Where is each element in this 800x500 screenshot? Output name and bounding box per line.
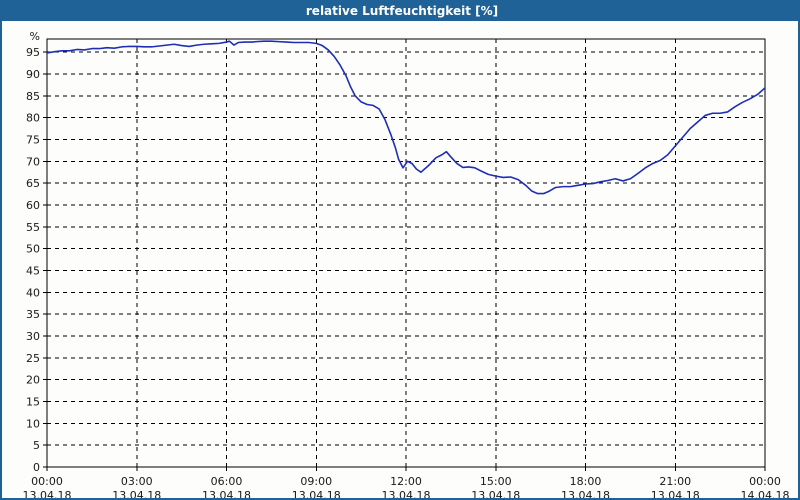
x-tick-label-time: 03:00 — [121, 475, 153, 488]
x-tick-label-time: 09:00 — [300, 475, 332, 488]
y-tick-label: 25 — [26, 352, 40, 365]
y-tick-label: 80 — [26, 112, 40, 125]
y-tick-label: 55 — [26, 221, 40, 234]
y-tick-label: 65 — [26, 177, 40, 190]
y-tick-label: 20 — [26, 374, 40, 387]
y-tick-label: 10 — [26, 417, 40, 430]
x-tick-label-time: 21:00 — [659, 475, 691, 488]
y-tick-label: 5 — [33, 439, 40, 452]
x-tick-label-date: 13.04.18 — [292, 489, 341, 498]
y-unit-label: % — [30, 30, 40, 43]
y-tick-label: 95 — [26, 46, 40, 59]
x-tick-label-time: 00:00 — [31, 475, 63, 488]
x-tick-label-time: 00:00 — [749, 475, 781, 488]
y-tick-label: 70 — [26, 155, 40, 168]
x-tick-label-date: 13.04.18 — [112, 489, 161, 498]
y-tick-label: 85 — [26, 90, 40, 103]
window-title: relative Luftfeuchtigkeit [%] — [2, 2, 798, 21]
chart-background — [2, 21, 798, 498]
y-tick-label: 60 — [26, 199, 40, 212]
x-tick-marks — [46, 467, 766, 471]
x-tick-label-date: 13.04.18 — [202, 489, 251, 498]
y-tick-labels: 0 5 10 15 20 25 30 35 40 45 50 55 60 65 70 75 80 85 90 95 — [26, 46, 40, 474]
x-tick-label-time: 06:00 — [211, 475, 243, 488]
series-line — [46, 40, 766, 195]
y-tick-label: 75 — [26, 133, 40, 146]
x-tick-label-date: 14.04.18 — [741, 489, 790, 498]
x-tick-label-date: 13.04.18 — [651, 489, 700, 498]
x-tick-label-time: 15:00 — [480, 475, 512, 488]
y-axis-unit-label: % — [30, 30, 40, 43]
y-tick-label: 35 — [26, 308, 40, 321]
y-tick-label: 50 — [26, 243, 40, 256]
x-tick-label-date: 13.04.18 — [382, 489, 431, 498]
y-tick-marks — [43, 51, 47, 468]
x-tick-label-date: 13.04.18 — [23, 489, 72, 498]
y-tick-label: 40 — [26, 286, 40, 299]
x-tick-label-date: 13.04.18 — [471, 489, 520, 498]
y-tick-label: 45 — [26, 264, 40, 277]
x-tick-labels: 00:0013.04.1803:0013.04.1806:0013.04.180… — [23, 475, 790, 498]
y-tick-label: 30 — [26, 330, 40, 343]
x-tick-label-date: 13.04.18 — [561, 489, 610, 498]
x-tick-label-time: 12:00 — [390, 475, 422, 488]
y-tick-label: 0 — [33, 461, 40, 474]
series-layer — [46, 40, 766, 195]
x-tick-label-time: 18:00 — [570, 475, 602, 488]
y-tick-label: 90 — [26, 68, 40, 81]
humidity-line-chart: 0 5 10 15 20 25 30 35 40 45 50 55 60 65 70 75 80 85 90 95 0… — [2, 21, 798, 498]
y-tick-label: 15 — [26, 395, 40, 408]
chart-area: 0 5 10 15 20 25 30 35 40 45 50 55 60 65 70 75 80 85 90 95 0… — [2, 21, 798, 498]
